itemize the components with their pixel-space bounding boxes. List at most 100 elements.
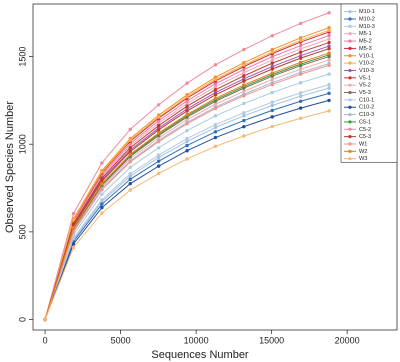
- point: [327, 82, 331, 87]
- point: [270, 108, 274, 113]
- point: [242, 94, 246, 98]
- y-tick-label: 500: [17, 224, 27, 239]
- point: [185, 157, 189, 161]
- point: [185, 139, 189, 144]
- point: [100, 211, 104, 215]
- legend-marker: [348, 83, 352, 87]
- point: [156, 119, 161, 123]
- point: [270, 47, 274, 52]
- point: [156, 159, 161, 163]
- point: [213, 85, 218, 89]
- legend-marker: [348, 32, 352, 36]
- legend-label: C10-2: [359, 105, 374, 111]
- point: [270, 82, 274, 87]
- point: [128, 165, 132, 170]
- point: [185, 81, 189, 85]
- point: [156, 121, 161, 125]
- point: [298, 80, 303, 85]
- y-tick-label: 1500: [17, 47, 27, 67]
- point: [100, 205, 104, 210]
- point: [71, 225, 76, 230]
- point: [327, 91, 331, 96]
- point: [185, 99, 189, 103]
- legend-marker: [348, 112, 352, 117]
- point: [270, 124, 274, 129]
- point: [213, 77, 218, 82]
- legend-marker: [348, 46, 352, 51]
- point: [100, 192, 104, 197]
- point: [185, 109, 189, 113]
- point: [185, 136, 189, 141]
- point: [213, 88, 218, 92]
- point: [156, 115, 161, 119]
- legend-label: V5-2: [359, 83, 371, 89]
- point: [242, 63, 246, 67]
- point: [298, 56, 303, 60]
- x-axis-title: Sequences Number: [151, 349, 249, 361]
- legend-label: C10-1: [359, 97, 374, 103]
- point: [213, 102, 218, 106]
- point: [71, 211, 76, 216]
- point: [185, 104, 189, 108]
- legend-label: C10-3: [359, 112, 374, 118]
- point: [327, 109, 331, 113]
- point: [270, 34, 274, 38]
- point: [185, 112, 189, 117]
- point: [100, 202, 104, 206]
- point: [298, 43, 303, 48]
- legend-marker: [348, 17, 352, 21]
- point: [327, 86, 331, 90]
- point: [185, 122, 189, 126]
- point: [156, 128, 161, 132]
- y-tick-label: 1000: [17, 134, 27, 154]
- point: [327, 37, 331, 41]
- point: [128, 188, 132, 192]
- point: [242, 114, 246, 118]
- series-line: [44, 52, 330, 320]
- series-line: [44, 48, 330, 320]
- x-tick-label: 5000: [111, 335, 131, 345]
- point: [327, 51, 331, 55]
- point: [185, 117, 189, 122]
- point: [128, 181, 132, 186]
- point: [156, 103, 161, 107]
- point: [298, 67, 303, 71]
- point: [213, 122, 218, 127]
- point: [327, 40, 331, 45]
- point: [298, 21, 303, 26]
- point: [327, 58, 331, 62]
- point: [298, 99, 303, 103]
- legend-label: M5-1: [359, 31, 372, 37]
- x-tick-label: 0: [43, 335, 48, 345]
- legend-marker: [348, 120, 352, 124]
- point: [242, 118, 246, 123]
- point: [100, 188, 104, 192]
- point: [213, 125, 218, 130]
- point: [270, 58, 274, 62]
- legend-label: W1: [359, 141, 367, 147]
- point: [270, 103, 274, 108]
- legend-label: V10-1: [359, 53, 374, 59]
- legend-marker: [348, 157, 352, 161]
- legend-marker: [348, 24, 352, 28]
- point: [156, 123, 161, 128]
- legend-marker: [348, 149, 352, 153]
- legend-label: C5-3: [359, 134, 371, 140]
- point: [270, 100, 274, 104]
- point: [242, 134, 246, 138]
- legend-label: M5-3: [359, 46, 372, 52]
- legend-marker: [348, 142, 352, 146]
- point: [213, 82, 218, 86]
- point: [298, 94, 303, 98]
- point: [185, 143, 189, 148]
- legend-label: V10-2: [359, 61, 374, 67]
- point: [156, 171, 161, 176]
- point: [213, 106, 218, 111]
- point: [100, 161, 104, 165]
- point: [128, 172, 132, 176]
- y-tick-label: 0: [17, 317, 27, 322]
- point: [71, 242, 76, 246]
- point: [327, 63, 331, 68]
- point: [327, 98, 331, 103]
- legend-marker: [348, 90, 352, 95]
